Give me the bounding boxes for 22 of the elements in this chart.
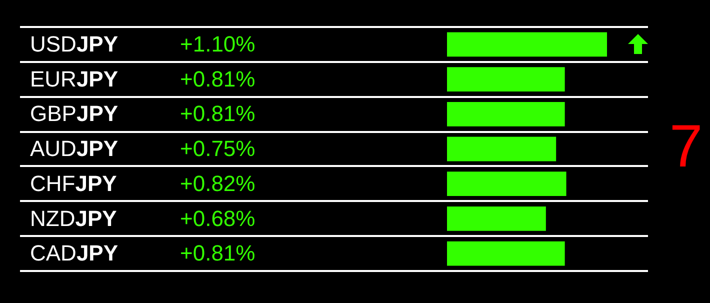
- data-label: +1.10%: [180, 31, 256, 56]
- y-tick-label: AUDJPY: [30, 136, 118, 162]
- data-label: +0.81%: [180, 240, 256, 266]
- bar: [447, 172, 566, 196]
- bar: [447, 102, 565, 126]
- y-tick-label: NZDJPY: [30, 206, 118, 231]
- bar: [447, 136, 556, 162]
- data-label: +0.81%: [180, 66, 256, 92]
- data-label: +0.68%: [180, 206, 256, 231]
- y-tick-label: CHFJPY: [30, 170, 118, 196]
- bar: [447, 206, 546, 231]
- y-tick-label: USDJPY: [30, 31, 118, 56]
- data-label: +0.75%: [180, 136, 256, 162]
- bar: [447, 32, 607, 57]
- y-tick-label: EURJPY: [30, 66, 118, 92]
- y-tick-label: CADJPY: [30, 240, 118, 266]
- y-tick-label: GBPJPY: [30, 101, 118, 126]
- bar: [447, 67, 565, 92]
- text: 7: [669, 112, 703, 180]
- bar: [447, 241, 565, 266]
- data-label: +0.82%: [180, 170, 256, 196]
- data-label: +0.81%: [180, 101, 256, 126]
